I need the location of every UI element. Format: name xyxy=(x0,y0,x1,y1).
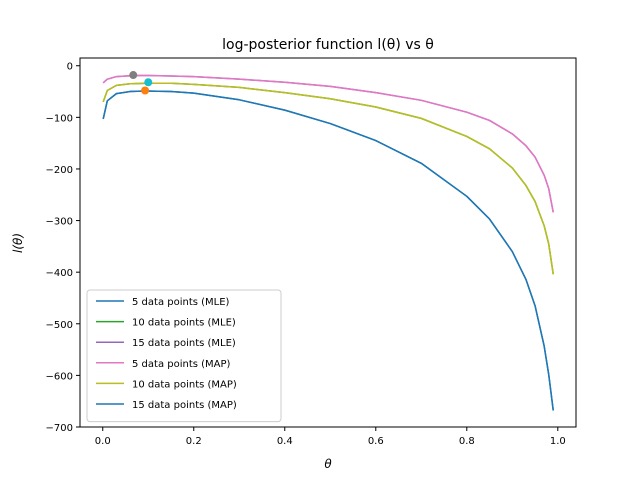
x-tick-label: 0.4 xyxy=(277,436,293,447)
y-tick-label: −500 xyxy=(46,320,73,331)
legend: 5 data points (MLE) 10 data points (MLE) 1… xyxy=(86,289,282,423)
max-marker-1 xyxy=(129,71,138,80)
series-line-6 xyxy=(102,90,554,411)
series-line-5 xyxy=(102,82,554,275)
y-tick-label: −700 xyxy=(46,423,73,434)
x-tick-label: 0.0 xyxy=(95,436,111,447)
x-tick-label: 1.0 xyxy=(550,436,566,447)
plot-area: 0.0 0.2 0.4 0.6 0.8 1.0 0 −100 −200 −300 −400 −500 −… xyxy=(46,57,577,447)
y-tick-label: −100 xyxy=(46,113,73,124)
y-tick-label: −300 xyxy=(46,217,73,228)
legend-label-1: 5 data points (MLE) xyxy=(132,297,230,308)
y-tick-label: 0 xyxy=(67,62,73,73)
axes-frame xyxy=(79,57,577,428)
x-tick-label: 0.8 xyxy=(459,436,475,447)
max-marker-3 xyxy=(141,86,150,95)
y-tick-label: −400 xyxy=(46,268,73,279)
legend-label-5: 10 data points (MAP) xyxy=(132,379,237,390)
legend-label-2: 10 data points (MLE) xyxy=(132,318,236,329)
chart-title: log-posterior function l(θ) vs θ xyxy=(222,37,434,53)
x-tick-label: 0.6 xyxy=(368,436,384,447)
x-axis-title: θ xyxy=(324,457,332,471)
y-tick-label: −200 xyxy=(46,165,73,176)
legend-label-6: 15 data points (MAP) xyxy=(132,400,237,411)
legend-label-3: 15 data points (MLE) xyxy=(132,338,236,349)
legend-label-4: 5 data points (MAP) xyxy=(132,359,231,370)
max-marker-2 xyxy=(144,78,153,87)
x-tick-label: 0.2 xyxy=(186,436,202,447)
y-tick-label: −600 xyxy=(46,371,73,382)
legend-box xyxy=(86,289,282,423)
y-axis-title: l(θ) xyxy=(11,233,25,253)
